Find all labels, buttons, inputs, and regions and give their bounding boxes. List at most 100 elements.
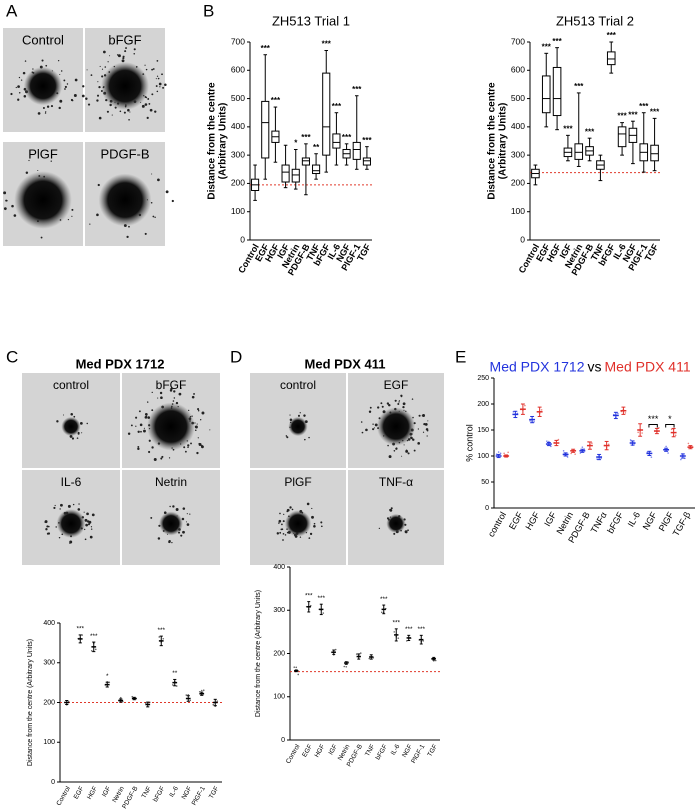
cell-speck	[70, 413, 73, 416]
cell-speck	[24, 60, 27, 62]
cell-speck	[388, 455, 392, 459]
cell-speck	[381, 405, 384, 408]
spheroid	[23, 66, 63, 106]
cell-speck	[137, 447, 140, 451]
sample-dot	[187, 693, 190, 696]
sample-dot	[189, 699, 192, 702]
cell-speck	[63, 79, 66, 82]
cell-speck	[145, 415, 148, 417]
cell-speck	[64, 85, 67, 88]
cell-speck	[96, 99, 99, 102]
y-tick-label: 250	[477, 375, 489, 382]
significance: ***	[617, 112, 627, 121]
cell-speck	[193, 393, 195, 395]
cell-speck	[197, 408, 200, 411]
cell-speck	[151, 173, 153, 175]
cell-speck	[152, 215, 155, 218]
cell-speck	[151, 409, 154, 412]
cell-speck	[153, 457, 157, 461]
cell-speck	[393, 449, 396, 452]
cell-speck	[284, 534, 287, 536]
significance: ***	[332, 102, 342, 111]
cell-speck	[291, 508, 294, 511]
cell-speck	[71, 99, 74, 102]
cell-speck	[395, 447, 398, 449]
cell-speck	[397, 402, 400, 406]
cell-speck	[127, 432, 131, 435]
cell-speck	[282, 533, 285, 535]
cell-speck	[76, 437, 79, 439]
cell-speck	[159, 391, 163, 395]
cell-speck	[3, 207, 7, 211]
box	[574, 143, 584, 160]
cell-speck	[45, 111, 47, 113]
cell-speck	[411, 398, 414, 400]
y-tick-label: 200	[231, 178, 245, 188]
significance: ***	[301, 133, 311, 142]
y-tick-label: 0	[281, 737, 285, 744]
significance: ***	[392, 620, 400, 627]
cell-speck	[311, 507, 313, 510]
cell-speck	[54, 504, 56, 507]
cell-speck	[165, 190, 169, 194]
cell-speck	[389, 508, 392, 512]
cell-speck	[418, 414, 421, 417]
cell-speck	[84, 518, 88, 522]
sample-dot	[637, 431, 639, 434]
cell-speck	[400, 396, 403, 398]
cell-speck	[405, 449, 408, 452]
sample-dot	[131, 695, 134, 698]
cell-speck	[122, 57, 125, 60]
significance: ***	[157, 627, 165, 634]
cell-speck	[306, 502, 310, 506]
sample-dot	[355, 653, 358, 655]
cell-speck	[42, 107, 45, 110]
significance: ***	[574, 82, 584, 91]
cell-speck	[417, 442, 421, 445]
cell-speck	[40, 236, 43, 239]
spheroid	[288, 416, 308, 437]
significance: ***	[352, 85, 362, 94]
image-label: bFGF	[108, 32, 141, 47]
cell-speck	[144, 412, 148, 416]
cell-speck	[303, 414, 306, 417]
box	[301, 157, 310, 166]
panel-label: D	[230, 347, 242, 366]
cell-speck	[308, 537, 311, 539]
cell-speck	[77, 508, 81, 511]
cell-speck	[83, 511, 85, 513]
cell-speck	[90, 528, 93, 530]
spheroid	[98, 173, 152, 227]
chart-title: Med PDX 1712	[76, 356, 165, 371]
sample-dot	[171, 684, 174, 686]
cell-speck	[413, 449, 416, 452]
cell-speck	[58, 536, 61, 539]
y-tick-label: 200	[43, 699, 55, 706]
cell-speck	[170, 387, 173, 391]
significance: ***	[639, 102, 649, 111]
cell-speck	[151, 68, 154, 71]
cell-speck	[187, 446, 189, 448]
cell-speck	[182, 530, 185, 534]
cell-speck	[89, 223, 91, 225]
cell-speck	[311, 515, 314, 519]
cell-speck	[143, 427, 145, 429]
cell-speck	[144, 64, 146, 66]
panel-label: C	[6, 347, 18, 366]
cell-speck	[124, 50, 127, 53]
image-label: TNF-α	[379, 475, 413, 489]
sample-dot	[507, 451, 509, 454]
cell-speck	[309, 532, 313, 536]
cell-speck	[168, 457, 171, 459]
cell-speck	[55, 526, 57, 528]
cell-speck	[107, 61, 109, 63]
y-tick-label: 50	[481, 479, 489, 486]
cell-speck	[155, 85, 158, 87]
cell-speck	[73, 415, 76, 418]
image-label: Netrin	[155, 475, 187, 489]
cell-speck	[278, 522, 280, 524]
sample-dot	[434, 659, 437, 662]
cell-speck	[106, 110, 109, 113]
cell-speck	[178, 392, 182, 396]
cell-speck	[121, 59, 125, 63]
